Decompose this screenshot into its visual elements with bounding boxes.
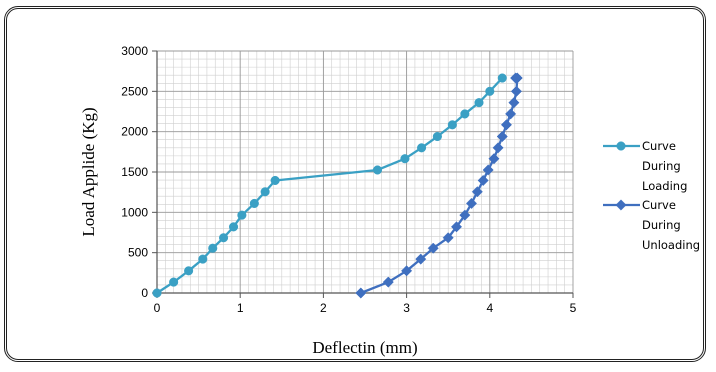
data-point [505,108,517,120]
x-tick-label: 3 [403,301,410,315]
x-tick-label: 4 [486,301,493,315]
x-tick-labels: 0 1 2 3 4 5 [154,301,577,315]
data-point [169,277,179,287]
data-point [492,142,504,154]
x-tick-label: 0 [154,301,161,315]
series-1 [152,73,507,298]
data-point [485,86,495,96]
data-point [427,242,439,254]
y-tick-label: 500 [128,246,148,260]
data-point [459,209,471,221]
legend-marker [615,199,627,211]
data-point [219,233,229,243]
data-point [198,254,208,264]
legend-label: During [642,218,681,232]
data-point [355,287,367,299]
y-tick-label: 1000 [121,205,148,219]
data-point [497,73,507,83]
data-point [237,210,247,220]
x-tick-label: 5 [570,301,577,315]
legend-label: Loading [642,179,687,193]
legend-item-2: Curve During Unloading [603,198,700,252]
data-point [500,119,512,131]
legend-label: Curve [642,139,676,153]
legend-label: Unloading [642,238,700,252]
x-tick-label: 2 [320,301,327,315]
grid-lines [156,50,574,294]
y-tick-label: 2000 [121,125,148,139]
series-2 [355,72,523,299]
legend-label: Curve [642,198,676,212]
data-point [474,98,484,108]
x-tick-label: 1 [237,301,244,315]
data-point [417,143,427,153]
data-point [510,85,522,97]
data-point [152,288,162,298]
legend-marker [616,141,626,151]
data-point [415,253,427,265]
legend-item-1: Curve During Loading [603,139,687,193]
data-point [400,154,410,164]
x-axis-title: Deflectin (mm) [312,338,417,357]
data-point [228,222,239,232]
data-point [488,153,500,165]
data-point [432,131,442,142]
y-axis-title: Load Applide (Kg) [79,107,98,236]
data-point [460,109,470,119]
y-tick-label: 2500 [121,84,148,98]
y-tick-label: 1500 [121,165,148,179]
data-point [382,276,394,288]
data-point [208,243,218,253]
y-tick-labels: 0 500 1000 1500 2000 2500 3000 [121,44,148,300]
data-point [260,187,270,197]
data-point [508,97,520,109]
data-point [510,72,522,84]
data-point [496,130,508,143]
data-point [447,120,457,130]
legend: Curve During Loading Curve During Unloading [603,139,700,252]
data-point [184,266,194,276]
legend-label: During [642,159,681,173]
data-point [372,165,383,175]
data-point [249,198,259,209]
data-point [401,265,413,277]
y-tick-label: 3000 [121,44,148,58]
series-group [152,72,523,299]
data-point [477,174,489,187]
y-tick-label: 0 [141,286,148,300]
data-point [482,164,494,176]
data-point [270,175,280,186]
data-point [450,221,463,233]
data-point [465,197,478,210]
data-point [471,186,483,198]
data-point [442,232,454,244]
